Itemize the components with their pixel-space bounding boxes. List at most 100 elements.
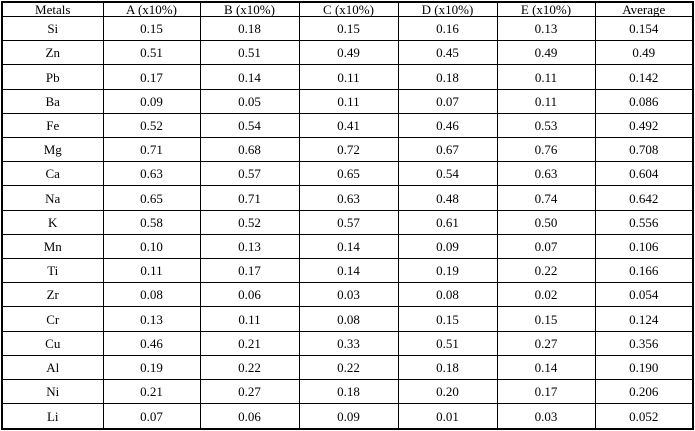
header-row: Metals A (x10%) B (x10%) C (x10%) D (x10… [1, 1, 694, 17]
value-cell: 0.02 [496, 282, 596, 308]
value-cell: 0.054 [594, 282, 694, 308]
value-cell: 0.166 [594, 258, 694, 284]
value-cell: 0.708 [594, 137, 694, 163]
value-cell: 0.57 [199, 161, 300, 187]
column-header-e: E (x10%) [496, 1, 596, 17]
table-row: Li 0.07 0.06 0.09 0.01 0.03 0.052 [1, 403, 694, 430]
metal-cell: Mg [1, 137, 104, 163]
value-cell: 0.27 [199, 379, 300, 405]
value-cell: 0.08 [298, 306, 399, 332]
value-cell: 0.14 [496, 354, 596, 381]
value-cell: 0.11 [496, 64, 596, 90]
value-cell: 0.19 [102, 354, 201, 381]
table-row: Na 0.65 0.71 0.63 0.48 0.74 0.642 [1, 185, 694, 211]
table-row: Ni 0.21 0.27 0.18 0.20 0.17 0.206 [1, 379, 694, 405]
value-cell: 0.22 [199, 354, 300, 381]
table-row: Mn 0.10 0.13 0.14 0.09 0.07 0.106 [1, 233, 694, 260]
table-row: K 0.58 0.52 0.57 0.61 0.50 0.556 [1, 209, 694, 235]
value-cell: 0.154 [594, 15, 694, 42]
metal-cell: Ba [1, 88, 104, 114]
value-cell: 0.14 [298, 258, 399, 284]
value-cell: 0.03 [298, 282, 399, 308]
value-cell: 0.11 [298, 64, 399, 90]
metal-cell: Mn [1, 233, 104, 260]
value-cell: 0.09 [397, 233, 498, 260]
table-row: Ca 0.63 0.57 0.65 0.54 0.63 0.604 [1, 161, 694, 187]
value-cell: 0.63 [496, 161, 596, 187]
value-cell: 0.49 [496, 40, 596, 66]
table-row: Mg 0.71 0.68 0.72 0.67 0.76 0.708 [1, 137, 694, 163]
value-cell: 0.11 [102, 258, 201, 284]
metal-cell: K [1, 209, 104, 235]
value-cell: 0.45 [397, 40, 498, 66]
table-row: Ba 0.09 0.05 0.11 0.07 0.11 0.086 [1, 88, 694, 114]
value-cell: 0.15 [298, 15, 399, 42]
value-cell: 0.54 [397, 161, 498, 187]
metal-cell: Ti [1, 258, 104, 284]
table-row: Fe 0.52 0.54 0.41 0.46 0.53 0.492 [1, 112, 694, 139]
value-cell: 0.06 [199, 403, 300, 430]
metal-cell: Fe [1, 112, 104, 139]
column-header-c: C (x10%) [298, 1, 399, 17]
value-cell: 0.51 [102, 40, 201, 66]
table-row: Cr 0.13 0.11 0.08 0.15 0.15 0.124 [1, 306, 694, 332]
value-cell: 0.72 [298, 137, 399, 163]
value-cell: 0.65 [298, 161, 399, 187]
value-cell: 0.13 [102, 306, 201, 332]
value-cell: 0.18 [298, 379, 399, 405]
column-header-a: A (x10%) [102, 1, 201, 17]
table-row: Zn 0.51 0.51 0.49 0.45 0.49 0.49 [1, 40, 694, 66]
value-cell: 0.46 [397, 112, 498, 139]
value-cell: 0.11 [496, 88, 596, 114]
value-cell: 0.52 [102, 112, 201, 139]
value-cell: 0.65 [102, 185, 201, 211]
column-header-metals: Metals [1, 1, 104, 17]
value-cell: 0.492 [594, 112, 694, 139]
value-cell: 0.15 [496, 306, 596, 332]
column-header-average: Average [594, 1, 694, 17]
column-header-b: B (x10%) [199, 1, 300, 17]
value-cell: 0.09 [102, 88, 201, 114]
metal-cell: Zn [1, 40, 104, 66]
value-cell: 0.086 [594, 88, 694, 114]
value-cell: 0.51 [397, 330, 498, 356]
value-cell: 0.22 [298, 354, 399, 381]
value-cell: 0.21 [102, 379, 201, 405]
value-cell: 0.46 [102, 330, 201, 356]
table-body: Si 0.15 0.18 0.15 0.16 0.13 0.154 Zn 0.51 0.51 0.4… [1, 15, 694, 430]
table-row: Cu 0.46 0.21 0.33 0.51 0.27 0.356 [1, 330, 694, 356]
value-cell: 0.15 [102, 15, 201, 42]
value-cell: 0.20 [397, 379, 498, 405]
value-cell: 0.01 [397, 403, 498, 430]
value-cell: 0.06 [199, 282, 300, 308]
value-cell: 0.05 [199, 88, 300, 114]
column-header-d: D (x10%) [397, 1, 498, 17]
value-cell: 0.17 [102, 64, 201, 90]
value-cell: 0.16 [397, 15, 498, 42]
value-cell: 0.74 [496, 185, 596, 211]
value-cell: 0.71 [199, 185, 300, 211]
value-cell: 0.22 [496, 258, 596, 284]
value-cell: 0.57 [298, 209, 399, 235]
metal-cell: Si [1, 15, 104, 42]
metal-cell: Ca [1, 161, 104, 187]
value-cell: 0.58 [102, 209, 201, 235]
value-cell: 0.206 [594, 379, 694, 405]
value-cell: 0.27 [496, 330, 596, 356]
value-cell: 0.18 [397, 354, 498, 381]
table-row: Al 0.19 0.22 0.22 0.18 0.14 0.190 [1, 354, 694, 381]
value-cell: 0.63 [298, 185, 399, 211]
value-cell: 0.17 [496, 379, 596, 405]
value-cell: 0.356 [594, 330, 694, 356]
table-row: Pb 0.17 0.14 0.11 0.18 0.11 0.142 [1, 64, 694, 90]
value-cell: 0.71 [102, 137, 201, 163]
value-cell: 0.052 [594, 403, 694, 430]
value-cell: 0.106 [594, 233, 694, 260]
value-cell: 0.17 [199, 258, 300, 284]
value-cell: 0.18 [199, 15, 300, 42]
value-cell: 0.68 [199, 137, 300, 163]
value-cell: 0.54 [199, 112, 300, 139]
value-cell: 0.03 [496, 403, 596, 430]
metal-cell: Al [1, 354, 104, 381]
value-cell: 0.07 [102, 403, 201, 430]
